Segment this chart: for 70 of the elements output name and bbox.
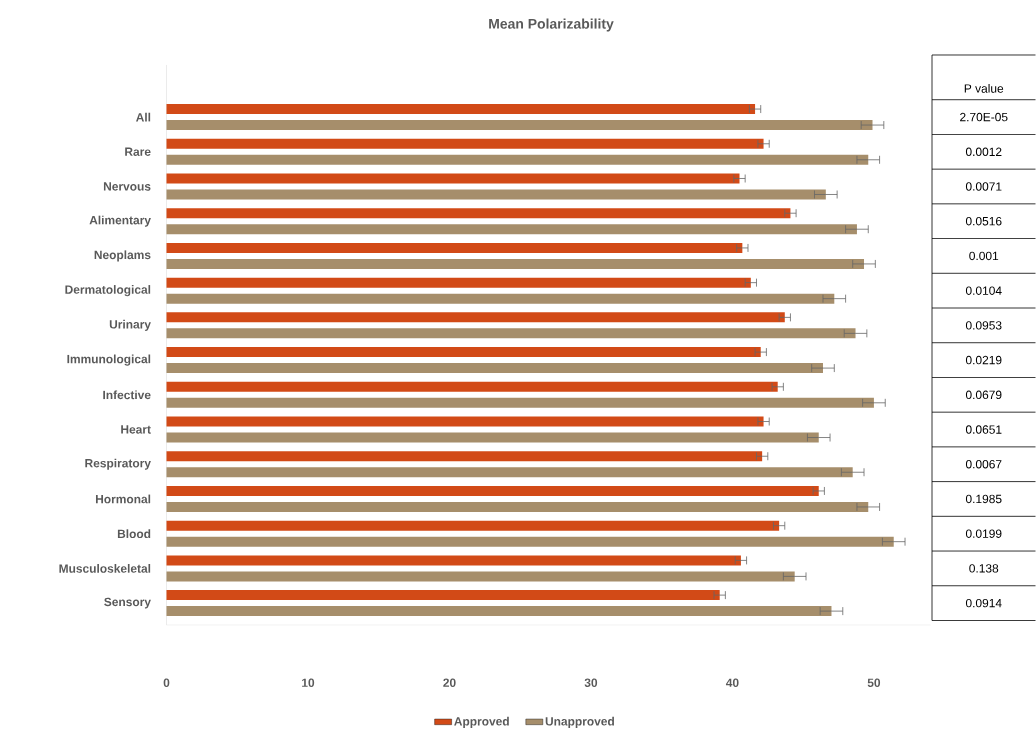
x-tick-label: 0 [163,678,170,687]
bar [166,189,826,200]
text: 0.0219 [965,355,1002,365]
bar [166,312,785,323]
bar [166,328,856,339]
y-tick-label: Neoplams [94,250,151,262]
text: 0.1985 [965,494,1002,504]
y-tick-label: Dermatological [65,285,151,297]
y-tick-label: Sensory [104,597,151,609]
text: 0.0071 [965,182,1002,191]
y-tick-label: Respiratory [85,458,151,470]
y-tick-label: Urinary [109,319,151,331]
bar [166,224,857,235]
bar [166,258,865,269]
bar [166,501,869,512]
bar [166,397,874,408]
bar [166,536,894,547]
text: 0.0012 [965,147,1002,157]
y-tick-label: Nervous [103,182,151,191]
y-tick-label: Alimentary [89,215,151,227]
y-tick-label: Immunological [67,354,151,366]
y-tick-label: Infective [103,390,151,400]
chart-title: Mean Polarizability [489,18,614,32]
bar [166,347,761,358]
bar [166,590,720,601]
x-tick-label: 20 [443,678,456,687]
text: 0.0953 [965,321,1002,330]
x-tick-label: 10 [302,678,315,687]
bar [166,173,740,184]
y-tick-label: Blood [117,529,151,539]
bar [166,138,764,149]
legend-label: Unapproved [545,716,614,728]
y-tick-label: Musculoskeletal [59,564,151,573]
bar [166,485,819,496]
legend-label: Approved [454,716,509,728]
bar [166,277,751,288]
text: 0.0516 [965,216,1002,226]
text: 0.0679 [965,390,1002,400]
y-tick-label: All [136,112,151,122]
bar [166,381,778,392]
bar [166,606,832,617]
bar [166,363,823,374]
bar [166,520,780,531]
bar [166,208,791,219]
bar [166,154,869,165]
text: 0.0199 [965,529,1002,538]
bar [166,104,756,115]
x-tick-label: 40 [725,678,739,687]
x-tick-label: 30 [584,678,598,687]
x-tick-label: 50 [867,678,881,687]
bar [166,242,743,253]
y-tick-label: Hormonal [95,494,151,504]
y-tick-label: Rare [125,147,151,156]
text: 0.0067 [965,460,1002,469]
text: P value [964,83,1004,93]
text: 0.0914 [965,598,1002,608]
text: 0.0104 [965,286,1002,295]
bar [166,571,795,582]
bar [166,451,763,462]
text: 0.138 [969,564,999,573]
bar [166,120,873,131]
bar [166,416,764,427]
text: 0.0651 [965,425,1002,434]
bar [166,555,741,566]
bar [166,432,819,443]
text: 2.70E-05 [960,112,1008,122]
y-tick-label: Heart [121,425,151,434]
bar [166,293,835,304]
bar [166,467,853,478]
text: 0.001 [969,251,999,261]
